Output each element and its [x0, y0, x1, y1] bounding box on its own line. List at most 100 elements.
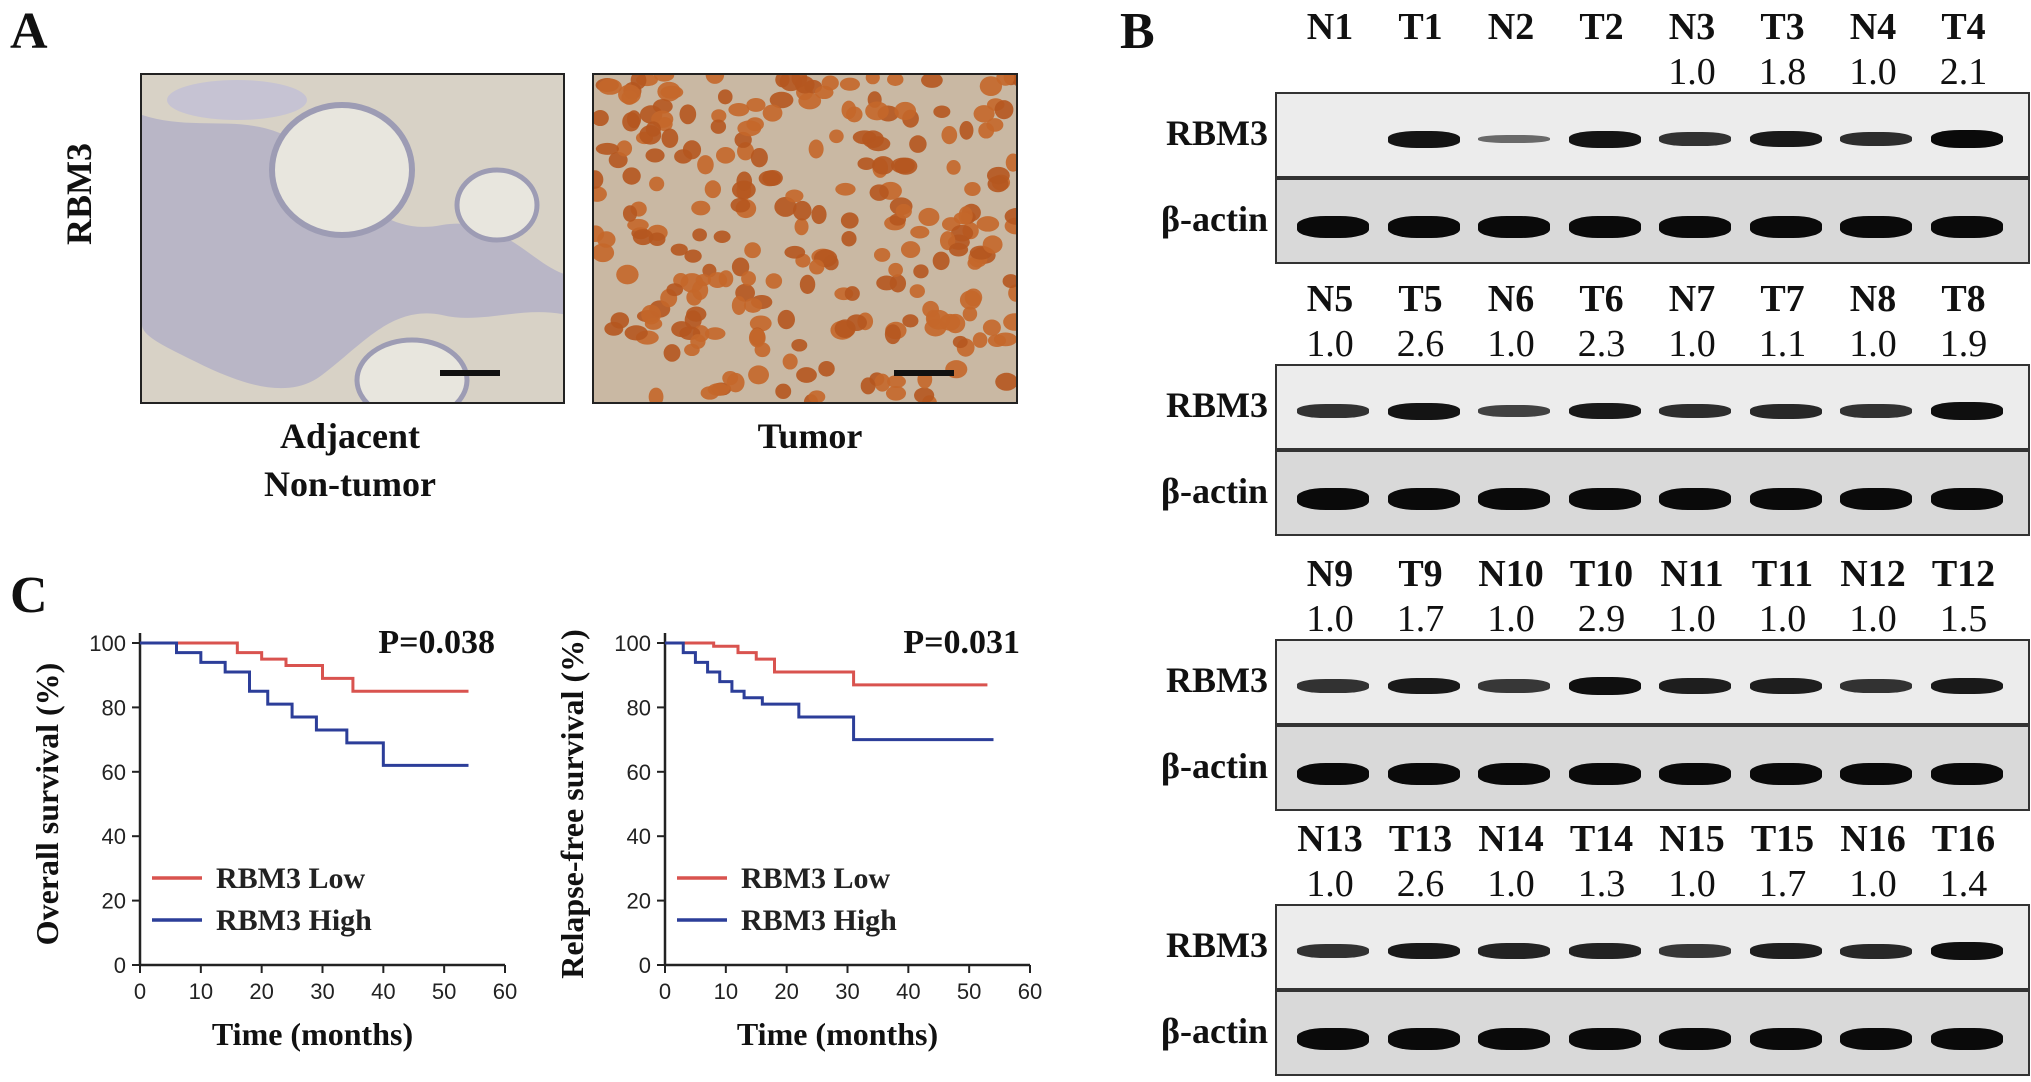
band-ratio: 2.3 [1577, 323, 1626, 365]
survival-chart: 0 10 20 30 40 50 60 0 20 40 60 80 100 Time (months) Ov… [29, 624, 517, 1052]
y-tick-label: 100 [614, 631, 651, 656]
lane-label: N7 [1668, 278, 1716, 320]
x-tick-label: 20 [249, 979, 273, 1004]
band [1749, 403, 1822, 419]
band-ratio: 1.0 [1849, 51, 1897, 93]
y-tick-label: 80 [102, 695, 126, 720]
band [1930, 402, 2003, 420]
band [1749, 943, 1822, 959]
series-low-curve [665, 641, 988, 687]
band [1659, 216, 1731, 238]
legend-label: RBM3 Low [216, 862, 366, 895]
ihc-image-adjacent [140, 73, 565, 404]
band [1297, 763, 1369, 785]
band [1387, 130, 1460, 148]
x-axis-label: Time (months) [737, 1016, 938, 1052]
band [1930, 216, 2003, 238]
band-ratio: 1.5 [1939, 598, 1988, 640]
row-label-actin: β-actin [1161, 199, 1268, 239]
band [1840, 131, 1912, 147]
legend-label: RBM3 High [741, 904, 897, 937]
blot-rbm3 [1275, 364, 2030, 450]
band [1840, 1028, 1912, 1050]
row-label-rbm3: RBM3 [1166, 660, 1268, 700]
band-ratio: 1.0 [1668, 323, 1716, 365]
y-tick-label: 0 [114, 953, 126, 978]
band [1749, 763, 1822, 785]
row-label-actin: β-actin [1161, 1011, 1268, 1051]
lane-label: N8 [1849, 278, 1897, 320]
lane-label: T11 [1751, 553, 1814, 595]
band-ratio: 1.4 [1939, 863, 1988, 905]
band-ratio: 1.0 [1668, 598, 1716, 640]
lane-label: N3 [1668, 6, 1716, 48]
band [1297, 404, 1369, 418]
y-tick-label: 40 [102, 824, 126, 849]
band [1387, 488, 1460, 510]
band-ratio: 1.7 [1396, 598, 1445, 640]
band [1749, 216, 1822, 238]
panel-a-letter: A [10, 3, 48, 60]
ihc-image-tumor [592, 73, 1018, 404]
x-axis-label: Time (months) [212, 1016, 413, 1052]
band-ratio: 1.0 [1668, 863, 1716, 905]
band [1840, 216, 1912, 238]
blot-rbm3 [1275, 904, 2030, 990]
band [1478, 488, 1550, 510]
x-tick-label: 20 [774, 979, 798, 1004]
y-axis-label: Overall survival (%) [29, 663, 65, 946]
x-tick-label: 10 [189, 979, 213, 1004]
row-label-rbm3: RBM3 [1166, 925, 1268, 965]
band [1840, 943, 1912, 959]
lane-label: N13 [1297, 818, 1363, 860]
x-tick-label: 60 [1018, 979, 1042, 1004]
lane-label: T6 [1579, 278, 1624, 320]
band [1840, 488, 1912, 510]
band-ratio: 2.6 [1396, 863, 1445, 905]
x-tick-label: 50 [957, 979, 981, 1004]
y-tick-label: 60 [627, 760, 651, 785]
band [1568, 402, 1641, 420]
band [1387, 763, 1460, 785]
band [1840, 404, 1912, 418]
band [1478, 763, 1550, 785]
lane-label: T1 [1398, 6, 1443, 48]
lane-label: N4 [1849, 6, 1897, 48]
lane-label: N5 [1306, 278, 1354, 320]
ihc-tumor-drawing [594, 75, 1016, 402]
lane-label: N6 [1487, 278, 1535, 320]
panel-c-letter: C [10, 567, 48, 624]
lane-label: N14 [1478, 818, 1544, 860]
y-axis-label: Relapse-free survival (%) [554, 629, 590, 979]
band [1297, 679, 1369, 693]
lane-label: T7 [1760, 278, 1805, 320]
band [1478, 1028, 1550, 1050]
band [1659, 944, 1731, 958]
band [1478, 679, 1550, 693]
y-tick-label: 80 [627, 695, 651, 720]
lane-label: N15 [1659, 818, 1725, 860]
band [1568, 677, 1641, 695]
x-tick-label: 0 [659, 979, 671, 1004]
caption-tumor: Tumor [757, 416, 863, 456]
lane-label: T2 [1579, 6, 1624, 48]
x-tick-label: 0 [134, 979, 146, 1004]
lane-label: N9 [1306, 553, 1354, 595]
band [1297, 1028, 1369, 1050]
band [1568, 130, 1641, 148]
x-tick-label: 30 [835, 979, 859, 1004]
band [1568, 763, 1641, 785]
band [1478, 216, 1550, 238]
lane-label: T9 [1398, 553, 1443, 595]
legend-label: RBM3 High [216, 904, 372, 937]
band [1749, 1028, 1822, 1050]
band [1930, 677, 2003, 695]
panel-b-letter: B [1120, 3, 1155, 60]
y-tick-label: 100 [89, 631, 126, 656]
band-ratio: 1.7 [1758, 863, 1807, 905]
band-ratio: 1.0 [1849, 863, 1897, 905]
blot-actin [1275, 725, 2030, 811]
band [1659, 678, 1731, 694]
